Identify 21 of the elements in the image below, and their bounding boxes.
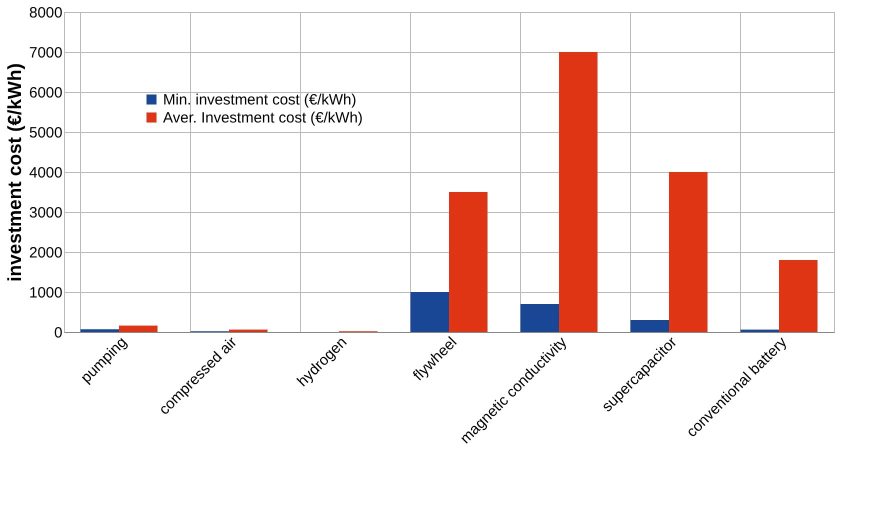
y-tick-label: 8000 <box>29 4 62 22</box>
bar <box>449 192 488 332</box>
y-tick-label: 1000 <box>29 284 62 302</box>
bar <box>669 172 708 332</box>
legend-label: Min. investment cost (€/kWh) <box>163 92 356 108</box>
bar <box>119 326 158 332</box>
y-tick-label: 7000 <box>29 44 62 62</box>
bar <box>410 292 449 332</box>
y-tick-label: 6000 <box>29 84 62 102</box>
y-tick-label: 0 <box>54 324 62 342</box>
legend-label: Aver. Investment cost (€/kWh) <box>163 110 363 126</box>
y-axis-title: investment cost (€/kWh) <box>5 63 26 282</box>
bar <box>559 52 598 332</box>
y-tick-label: 2000 <box>29 244 62 262</box>
y-tick-label: 4000 <box>29 164 62 182</box>
bar <box>779 260 818 332</box>
y-tick-label: 5000 <box>29 124 62 142</box>
bar <box>80 329 119 332</box>
y-tick-label: 3000 <box>29 204 62 222</box>
bar <box>630 320 669 332</box>
bar <box>520 304 559 332</box>
